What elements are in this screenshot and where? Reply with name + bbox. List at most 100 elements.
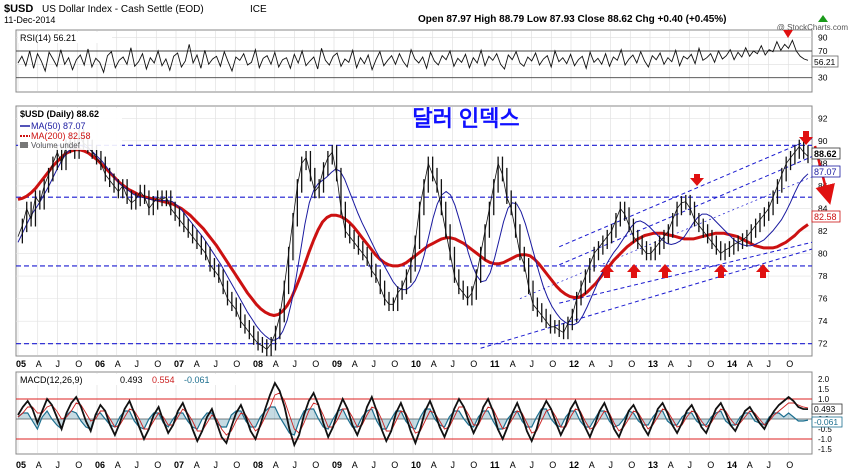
- resistance-arrow-1-icon: [690, 174, 704, 186]
- rsi-frame: [15, 29, 813, 93]
- x-axis-label: A: [510, 460, 516, 470]
- macd-legend-value: 0.493: [120, 375, 143, 385]
- macd-legend: MACD(12,26,9) 0.493 0.554 -0.061: [18, 374, 238, 385]
- x-axis-label: 14: [727, 460, 737, 470]
- support-arrow-2-icon: [627, 264, 641, 278]
- x-axis-label: J: [56, 460, 61, 470]
- x-axis-label: O: [470, 359, 477, 369]
- x-axis-label: J: [530, 460, 535, 470]
- exchange: ICE: [250, 4, 267, 15]
- x-axis-label: 14: [727, 359, 737, 369]
- x-axis-label: A: [747, 359, 753, 369]
- x-axis-label: 07: [174, 460, 184, 470]
- x-axis-label: A: [352, 460, 358, 470]
- x-axis-label: O: [233, 359, 240, 369]
- price-tick-label: 78: [818, 271, 828, 281]
- x-axis-label: A: [431, 460, 437, 470]
- support-arrow-1-icon: [600, 264, 614, 278]
- ma50-line: [17, 144, 809, 341]
- x-axis-label: J: [767, 359, 772, 369]
- x-axis-label: 09: [332, 460, 342, 470]
- price-tick-label: 82: [818, 226, 828, 236]
- price-grid: [16, 107, 812, 355]
- x-axis-label: A: [510, 359, 516, 369]
- x-axis-label: 11: [490, 359, 500, 369]
- x-axis-label: J: [293, 460, 298, 470]
- x-axis-label: O: [628, 359, 635, 369]
- x-axis-label: 07: [174, 359, 184, 369]
- trend-channel: [480, 138, 813, 349]
- rsi-legend: RSI(14) 56.21: [18, 32, 112, 43]
- price-tick-label: 90: [818, 136, 828, 146]
- x-axis-label: O: [75, 460, 82, 470]
- rsi-tick-label: 30: [818, 73, 828, 83]
- x-axis-label: 12: [569, 359, 579, 369]
- x-axis-label: A: [273, 359, 279, 369]
- ma50-legend: MA(50) 87.07: [31, 121, 86, 131]
- x-axis-label: J: [767, 460, 772, 470]
- price-tick-label: 80: [818, 249, 828, 259]
- rsi-down-arrow-icon: [783, 30, 793, 38]
- histogram-value-tag: [811, 416, 843, 428]
- rsi-value-tag-text: 56.21: [814, 57, 836, 67]
- price-tick-label: 92: [818, 113, 828, 123]
- macd-tick-label: 1.5: [818, 385, 830, 394]
- x-axis-label: J: [451, 460, 456, 470]
- x-axis-label: O: [786, 460, 793, 470]
- x-axis-label: 05: [16, 359, 26, 369]
- x-axis-label: O: [391, 359, 398, 369]
- x-axis-label: J: [688, 460, 693, 470]
- x-axis-label: J: [372, 460, 377, 470]
- ma200-legend: MA(200) 82.58: [31, 131, 91, 141]
- x-axis-label: J: [451, 359, 456, 369]
- x-axis-label: J: [609, 359, 614, 369]
- macd-legend-signal: 0.554: [152, 375, 175, 385]
- chart-date: 11-Dec-2014: [4, 15, 55, 25]
- ma200-value-tag: [811, 210, 841, 223]
- macd-legend-histogram: -0.061: [184, 375, 210, 385]
- price-tick-label: 76: [818, 294, 828, 304]
- x-axis-label: O: [391, 460, 398, 470]
- price-tick-label: 88: [818, 158, 828, 168]
- x-axis-label: J: [56, 359, 61, 369]
- x-axis-label: 10: [411, 460, 421, 470]
- x-axis-label: 13: [648, 460, 658, 470]
- x-axis-label: J: [214, 359, 219, 369]
- price-tick-label: 84: [818, 203, 828, 213]
- chart-header: $USD US Dollar Index - Cash Settle (EOD)…: [4, 3, 848, 32]
- x-axis-labels-bottom: 05 A J O 06 A J O 07 A J O 08 A J O 09 A J O 10 A J O 11 A J O 12 A J O…: [16, 460, 793, 470]
- macd-tick-label: 1.0: [818, 395, 830, 404]
- support-arrow-4-icon: [714, 264, 728, 278]
- channel-line-upper: [559, 138, 813, 248]
- x-axis-label: O: [549, 460, 556, 470]
- macd-tick-label: 2.0: [818, 375, 830, 384]
- histogram-area: [18, 407, 808, 435]
- x-axis-label: 06: [95, 460, 105, 470]
- x-axis-label: A: [352, 359, 358, 369]
- x-axis-label: O: [707, 460, 714, 470]
- macd-tick-label: -1.5: [818, 445, 832, 454]
- macd-tick-label: -1.0: [818, 435, 832, 444]
- price-tick-label: 74: [818, 316, 828, 326]
- support-arrow-5-icon: [756, 264, 770, 278]
- up-arrow-icon: [818, 15, 828, 22]
- description: US Dollar Index - Cash Settle (EOD): [42, 4, 204, 15]
- x-axis-label: A: [194, 359, 200, 369]
- x-axis-label: O: [154, 359, 161, 369]
- x-axis-label: J: [293, 359, 298, 369]
- rsi-line: [17, 39, 809, 74]
- rsi-legend-text: RSI(14) 56.21: [20, 33, 76, 43]
- histogram-value-tag-text: -0.061: [814, 417, 838, 427]
- x-axis-label: 08: [253, 460, 263, 470]
- x-axis-label: J: [530, 359, 535, 369]
- x-axis-label: O: [154, 460, 161, 470]
- x-axis-label: 10: [411, 359, 421, 369]
- resistance-arrow-2-icon: [799, 131, 813, 145]
- watermark: @ StockCharts.com: [777, 23, 849, 32]
- rsi-tick-label: 70: [818, 46, 828, 56]
- x-axis-label: O: [312, 460, 319, 470]
- price-legend: $USD (Daily) 88.62 MA(50) 87.07 MA(200) …: [18, 108, 122, 150]
- x-axis-label: 06: [95, 359, 105, 369]
